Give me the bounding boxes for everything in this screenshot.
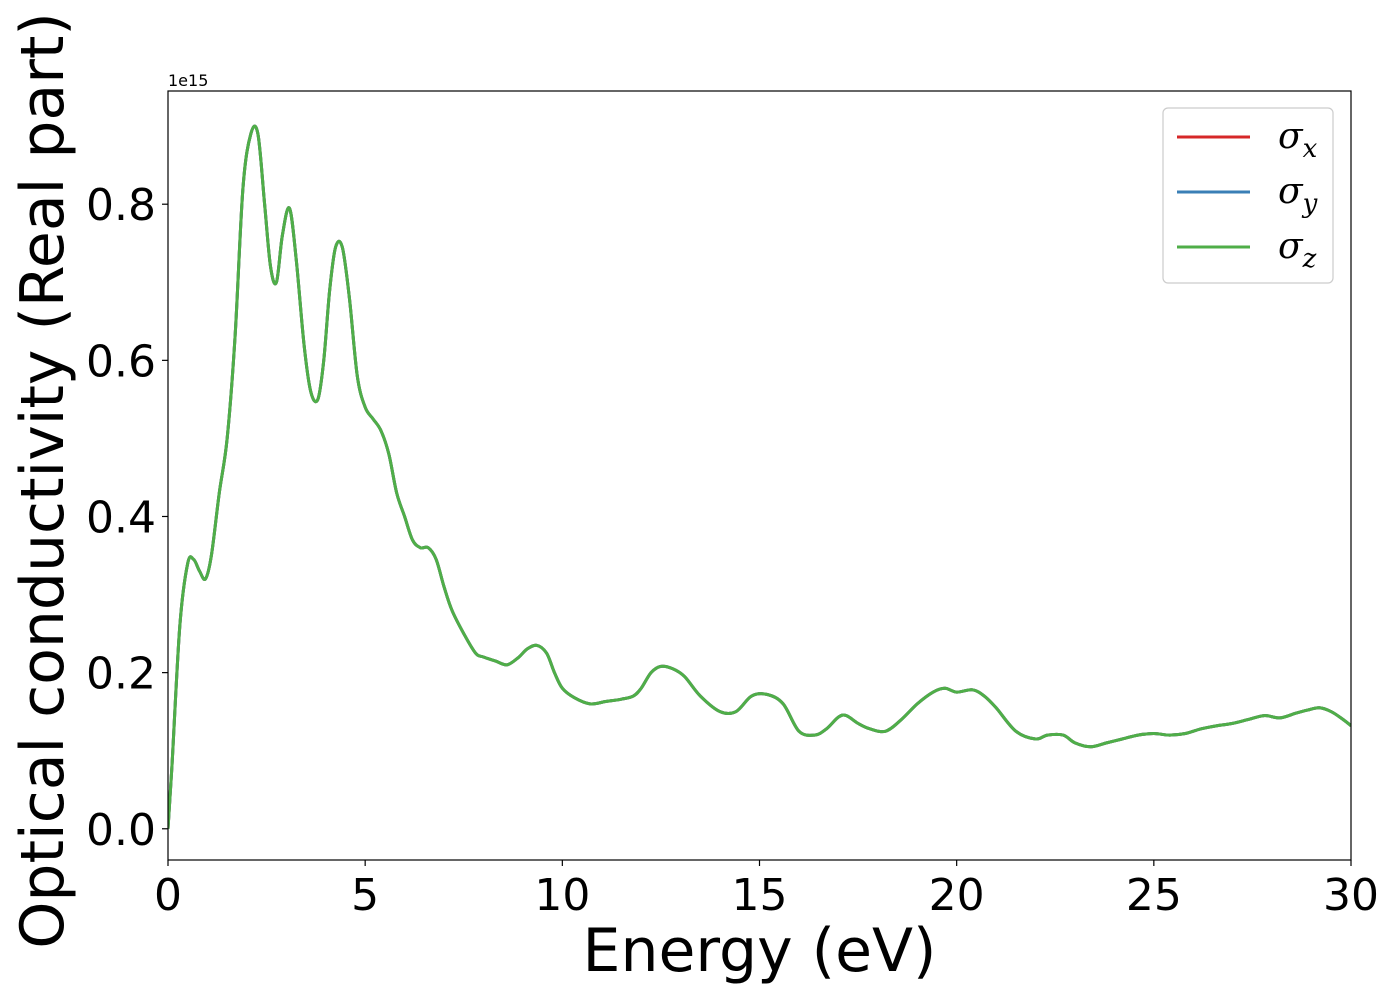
y-axis-label: Optical conductivity (Real part) [8, 12, 78, 949]
y-tick-label: 0.2 [86, 649, 156, 700]
plot-area [168, 124, 1351, 829]
y-tick-label: 0.8 [86, 180, 156, 231]
x-axis-label: Energy (eV) [583, 916, 937, 986]
axes: 0 5 10 15 20 25 30 0.0 0.2 0.4 0.6 0.8 1e15 Energy (e… [8, 12, 1379, 986]
y-tick-label: 0.6 [86, 336, 156, 387]
x-tick-label: 0 [154, 870, 182, 921]
legend: σx σy σz [1162, 107, 1334, 284]
legend-label-sigma-y: σy [1278, 171, 1318, 219]
legend-label-sigma-x: σx [1278, 116, 1318, 164]
legend-box [1162, 107, 1334, 284]
y-tick-label: 0.0 [86, 805, 156, 856]
x-tick-label: 20 [929, 870, 985, 921]
x-tick-label: 5 [351, 870, 379, 921]
x-tick-label: 10 [534, 870, 590, 921]
legend-label-sigma-z: σz [1278, 226, 1317, 274]
y-offset-label: 1e15 [168, 71, 208, 90]
y-tick-label: 0.4 [86, 492, 156, 543]
x-tick-label: 15 [732, 870, 788, 921]
series-line-sigma-z [168, 124, 1351, 829]
x-tick-label: 30 [1323, 870, 1379, 921]
x-tick-label: 25 [1126, 870, 1182, 921]
